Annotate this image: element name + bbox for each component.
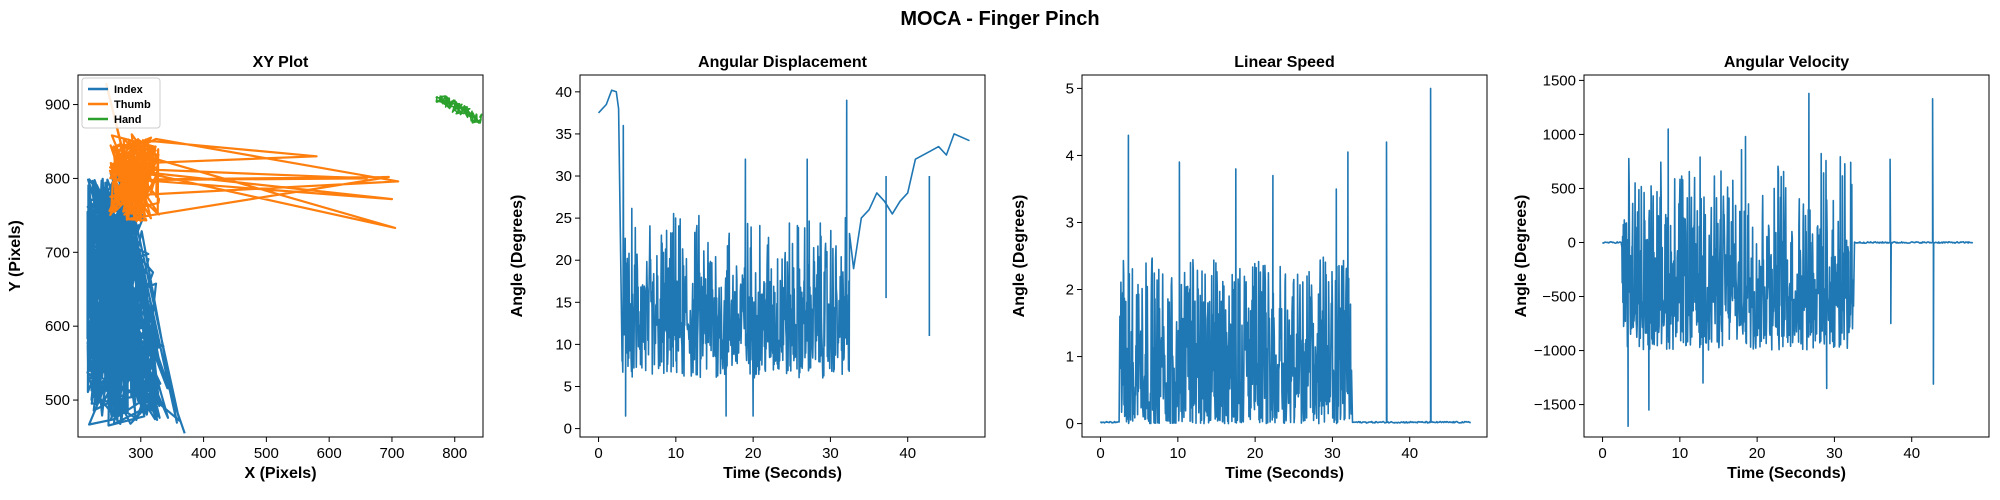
y-tick-label: 500 bbox=[45, 392, 70, 409]
axes-frame bbox=[77, 74, 484, 438]
y-tick-label: 0 bbox=[1568, 234, 1576, 251]
axes-frame bbox=[579, 74, 986, 438]
series-line-index bbox=[86, 172, 186, 434]
y-tick-label: 35 bbox=[555, 126, 572, 143]
y-tick-label: 30 bbox=[555, 168, 572, 185]
panel-title: Angular Displacement bbox=[698, 54, 868, 71]
y-tick-label: 1500 bbox=[1543, 72, 1576, 89]
x-tick-label: 600 bbox=[317, 445, 342, 462]
x-tick-label: 800 bbox=[442, 445, 467, 462]
x-tick-label: 0 bbox=[1598, 445, 1606, 462]
y-axis-label: Angle (Degrees) bbox=[1513, 195, 1530, 318]
x-tick-label: 40 bbox=[1903, 445, 1920, 462]
y-tick-label: 5 bbox=[564, 378, 572, 395]
y-tick-label: 2 bbox=[1066, 282, 1074, 299]
chart-panel-4: 0 10 20 30 40 −1500 −1000 −500 0 500 1000 1500 Angul… bbox=[1513, 54, 1990, 482]
plot-area bbox=[1099, 87, 1471, 425]
x-axis-label: Time (Seconds) bbox=[723, 465, 842, 482]
x-axis-label: X (Pixels) bbox=[244, 465, 316, 482]
legend-box bbox=[81, 77, 161, 129]
x-axis-label: Time (Seconds) bbox=[1225, 465, 1344, 482]
chart-panel-1: 300 400 500 600 700 800 500 600 700 800 900 XY Plot… bbox=[7, 54, 484, 482]
x-tick-label: 10 bbox=[1671, 445, 1688, 462]
panel-title: Angular Velocity bbox=[1724, 54, 1849, 71]
series-line-thumb bbox=[105, 82, 400, 229]
panel-title: Linear Speed bbox=[1234, 54, 1334, 71]
panel-title: XY Plot bbox=[253, 54, 309, 71]
y-tick-label: 700 bbox=[45, 244, 70, 261]
series-line-1 bbox=[1099, 87, 1471, 425]
legend: Index Thumb Hand bbox=[81, 77, 161, 129]
series-line-1 bbox=[597, 89, 970, 417]
x-tick-label: 300 bbox=[128, 445, 153, 462]
x-tick-label: 400 bbox=[191, 445, 216, 462]
x-tick-label: 20 bbox=[745, 445, 762, 462]
y-tick-label: 0 bbox=[564, 421, 572, 438]
x-tick-label: 10 bbox=[667, 445, 684, 462]
x-tick-label: 30 bbox=[822, 445, 839, 462]
chart-panel-2: 0 10 20 30 40 0 5 10 15 20 25 30 35 40 Angular Displac… bbox=[509, 54, 986, 482]
y-tick-label: −500 bbox=[1542, 289, 1576, 306]
y-tick-label: 600 bbox=[45, 318, 70, 335]
y-tick-label: 500 bbox=[1551, 180, 1576, 197]
y-tick-label: 800 bbox=[45, 170, 70, 187]
axes-frame bbox=[1081, 74, 1488, 438]
x-tick-label: 0 bbox=[594, 445, 602, 462]
x-tick-label: 700 bbox=[379, 445, 404, 462]
series-line-1 bbox=[1601, 92, 1974, 427]
x-tick-label: 0 bbox=[1096, 445, 1104, 462]
x-axis-label: Time (Seconds) bbox=[1727, 465, 1846, 482]
plot-area bbox=[597, 89, 970, 417]
y-tick-label: 1000 bbox=[1543, 126, 1576, 143]
x-tick-label: 10 bbox=[1169, 445, 1186, 462]
y-tick-label: 900 bbox=[45, 97, 70, 114]
y-axis-label: Angle (Degrees) bbox=[509, 195, 526, 318]
y-tick-label: 1 bbox=[1066, 349, 1074, 366]
y-tick-label: 4 bbox=[1066, 147, 1074, 164]
chart-panel-3: 0 10 20 30 40 0 1 2 3 4 5 Linear Speed Time (Seconds… bbox=[1011, 54, 1488, 482]
y-tick-label: 20 bbox=[555, 252, 572, 269]
axes-frame bbox=[1583, 74, 1990, 438]
x-tick-label: 40 bbox=[899, 445, 916, 462]
y-tick-label: 40 bbox=[555, 84, 572, 101]
y-axis-label: Y (Pixels) bbox=[7, 220, 24, 292]
series-line-hand bbox=[435, 95, 483, 124]
y-tick-label: 3 bbox=[1066, 214, 1074, 231]
legend-label-hand: Hand bbox=[114, 114, 142, 126]
x-tick-label: 30 bbox=[1324, 445, 1341, 462]
y-axis-label: Angle (Degrees) bbox=[1011, 195, 1028, 318]
x-tick-label: 500 bbox=[254, 445, 279, 462]
figure-suptitle: MOCA - Finger Pinch bbox=[900, 8, 1099, 30]
x-tick-label: 20 bbox=[1247, 445, 1264, 462]
y-tick-label: 15 bbox=[555, 294, 572, 311]
legend-label-thumb: Thumb bbox=[114, 99, 151, 111]
y-tick-label: 10 bbox=[555, 336, 572, 353]
legend-label-index: Index bbox=[114, 84, 144, 96]
y-tick-label: 5 bbox=[1066, 80, 1074, 97]
x-tick-label: 40 bbox=[1401, 445, 1418, 462]
x-tick-label: 30 bbox=[1826, 445, 1843, 462]
plot-area bbox=[86, 82, 483, 434]
plot-area bbox=[1601, 92, 1974, 427]
y-tick-label: 0 bbox=[1066, 416, 1074, 433]
y-tick-label: 25 bbox=[555, 210, 572, 227]
x-tick-label: 20 bbox=[1749, 445, 1766, 462]
y-tick-label: −1000 bbox=[1534, 343, 1576, 360]
y-tick-label: −1500 bbox=[1534, 397, 1576, 414]
